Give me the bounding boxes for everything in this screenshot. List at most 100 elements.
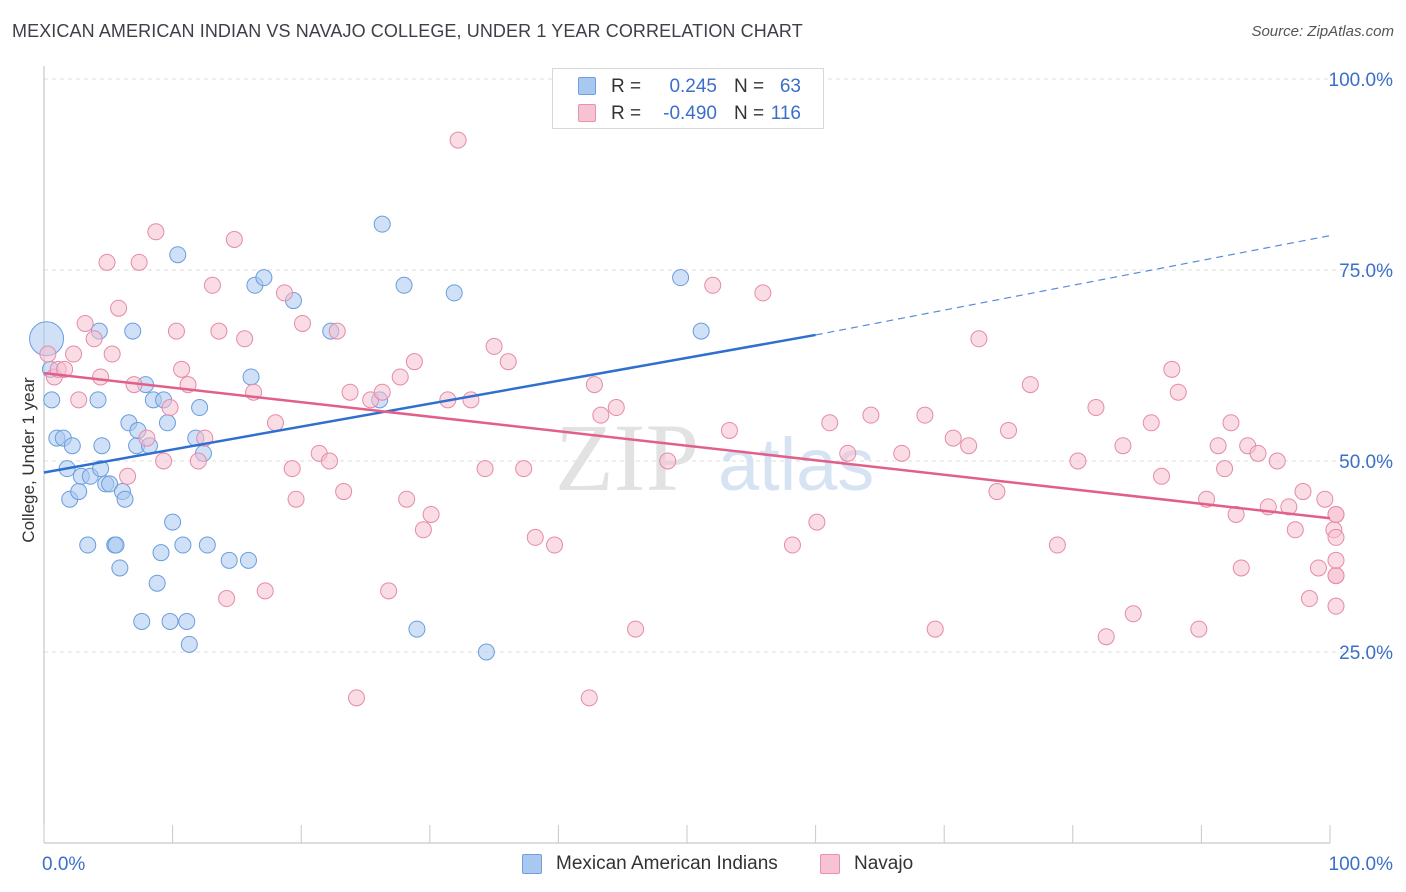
- legend-label: Navajo: [854, 853, 914, 874]
- point-navajo: [39, 345, 57, 363]
- point-navajo: [1222, 414, 1240, 432]
- n-label: N =: [734, 76, 765, 97]
- point-navajo: [515, 460, 533, 478]
- r-label: R =: [611, 103, 642, 124]
- point-navajo: [70, 391, 88, 409]
- point-mexican-american-indians: [93, 437, 111, 455]
- point-navajo: [1286, 521, 1304, 539]
- point-navajo: [85, 330, 103, 348]
- legend-swatch-blue: [578, 77, 596, 95]
- point-mexican-american-indians: [124, 322, 142, 340]
- point-mexican-american-indians: [672, 269, 690, 287]
- axis-labels: 25.0% 50.0% 75.0% 100.0% 0.0% 100.0% College, …: [19, 70, 1393, 875]
- legend-swatch-pink: [820, 854, 840, 874]
- point-navajo: [988, 483, 1006, 501]
- legend-label: Mexican American Indians: [556, 853, 778, 874]
- point-navajo: [266, 414, 284, 432]
- point-navajo: [592, 406, 610, 424]
- point-mexican-american-indians: [445, 284, 463, 302]
- point-mexican-american-indians: [107, 536, 125, 554]
- point-navajo: [585, 376, 603, 394]
- point-navajo: [607, 399, 625, 417]
- point-navajo: [373, 383, 391, 401]
- point-navajo: [1327, 528, 1345, 546]
- point-navajo: [173, 360, 191, 378]
- trendline-mexican-american-indians-extension: [815, 235, 1331, 336]
- point-navajo: [1021, 376, 1039, 394]
- point-navajo: [1327, 551, 1345, 569]
- point-navajo: [391, 368, 409, 386]
- trend-lines: [43, 235, 1331, 520]
- point-mexican-american-indians: [191, 399, 209, 417]
- point-navajo: [405, 353, 423, 371]
- x-tick-label: 0.0%: [42, 854, 85, 875]
- point-navajo: [1163, 360, 1181, 378]
- point-navajo: [155, 452, 173, 470]
- point-mexican-american-indians: [152, 544, 170, 562]
- point-navajo: [916, 406, 934, 424]
- point-navajo: [893, 444, 911, 462]
- point-navajo: [960, 437, 978, 455]
- point-navajo: [167, 322, 185, 340]
- point-navajo: [76, 314, 94, 332]
- point-navajo: [476, 460, 494, 478]
- y-axis-title: College, Under 1 year: [19, 377, 38, 543]
- point-navajo: [1249, 444, 1267, 462]
- point-navajo: [1316, 490, 1334, 508]
- point-navajo: [546, 536, 564, 554]
- point-navajo: [210, 322, 228, 340]
- trendline-mexican-american-indians: [43, 333, 816, 474]
- point-navajo: [65, 345, 83, 363]
- point-navajo: [1169, 383, 1187, 401]
- point-mexican-american-indians: [133, 612, 151, 630]
- point-navajo: [526, 528, 544, 546]
- point-navajo: [138, 429, 156, 447]
- point-navajo: [808, 513, 826, 531]
- point-navajo: [147, 223, 165, 241]
- axes: [43, 66, 1331, 844]
- y-tick-label: 75.0%: [1339, 261, 1393, 282]
- point-mexican-american-indians: [242, 368, 260, 386]
- point-mexican-american-indians: [70, 483, 88, 501]
- point-navajo: [1294, 483, 1312, 501]
- point-navajo: [944, 429, 962, 447]
- source-label: Source: ZipAtlas.com: [1251, 23, 1394, 40]
- point-navajo: [380, 582, 398, 600]
- point-navajo: [236, 330, 254, 348]
- point-mexican-american-indians: [43, 391, 61, 409]
- point-mexican-american-indians: [220, 551, 238, 569]
- point-navajo: [704, 276, 722, 294]
- y-tick-label: 100.0%: [1329, 70, 1394, 91]
- point-navajo: [1327, 505, 1345, 523]
- point-navajo: [449, 131, 467, 149]
- point-mexican-american-indians: [395, 276, 413, 294]
- point-navajo: [1327, 597, 1345, 615]
- point-navajo: [414, 521, 432, 539]
- point-navajo: [720, 421, 738, 439]
- point-mexican-american-indians: [63, 437, 81, 455]
- point-navajo: [1124, 605, 1142, 623]
- point-mexican-american-indians: [148, 574, 166, 592]
- n-value: 116: [770, 103, 801, 124]
- point-navajo: [335, 483, 353, 501]
- point-mexican-american-indians: [164, 513, 182, 531]
- point-navajo: [92, 368, 110, 386]
- legend-swatch-blue: [522, 854, 542, 874]
- point-navajo: [1232, 559, 1250, 577]
- point-mexican-american-indians: [692, 322, 710, 340]
- stats-legend: R = 0.245 N = 63 R = -0.490 N = 116: [552, 68, 824, 129]
- point-navajo: [130, 253, 148, 271]
- stats-row-navajo: R = -0.490 N = 116: [553, 100, 823, 127]
- point-mexican-american-indians: [101, 475, 119, 493]
- point-mexican-american-indians: [158, 414, 176, 432]
- y-tick-label: 50.0%: [1339, 452, 1393, 473]
- data-points: [29, 131, 1345, 707]
- point-navajo: [110, 299, 128, 317]
- point-navajo: [422, 505, 440, 523]
- point-navajo: [970, 330, 988, 348]
- point-mexican-american-indians: [111, 559, 129, 577]
- point-navajo: [189, 452, 207, 470]
- point-navajo: [103, 345, 121, 363]
- point-navajo: [1190, 620, 1208, 638]
